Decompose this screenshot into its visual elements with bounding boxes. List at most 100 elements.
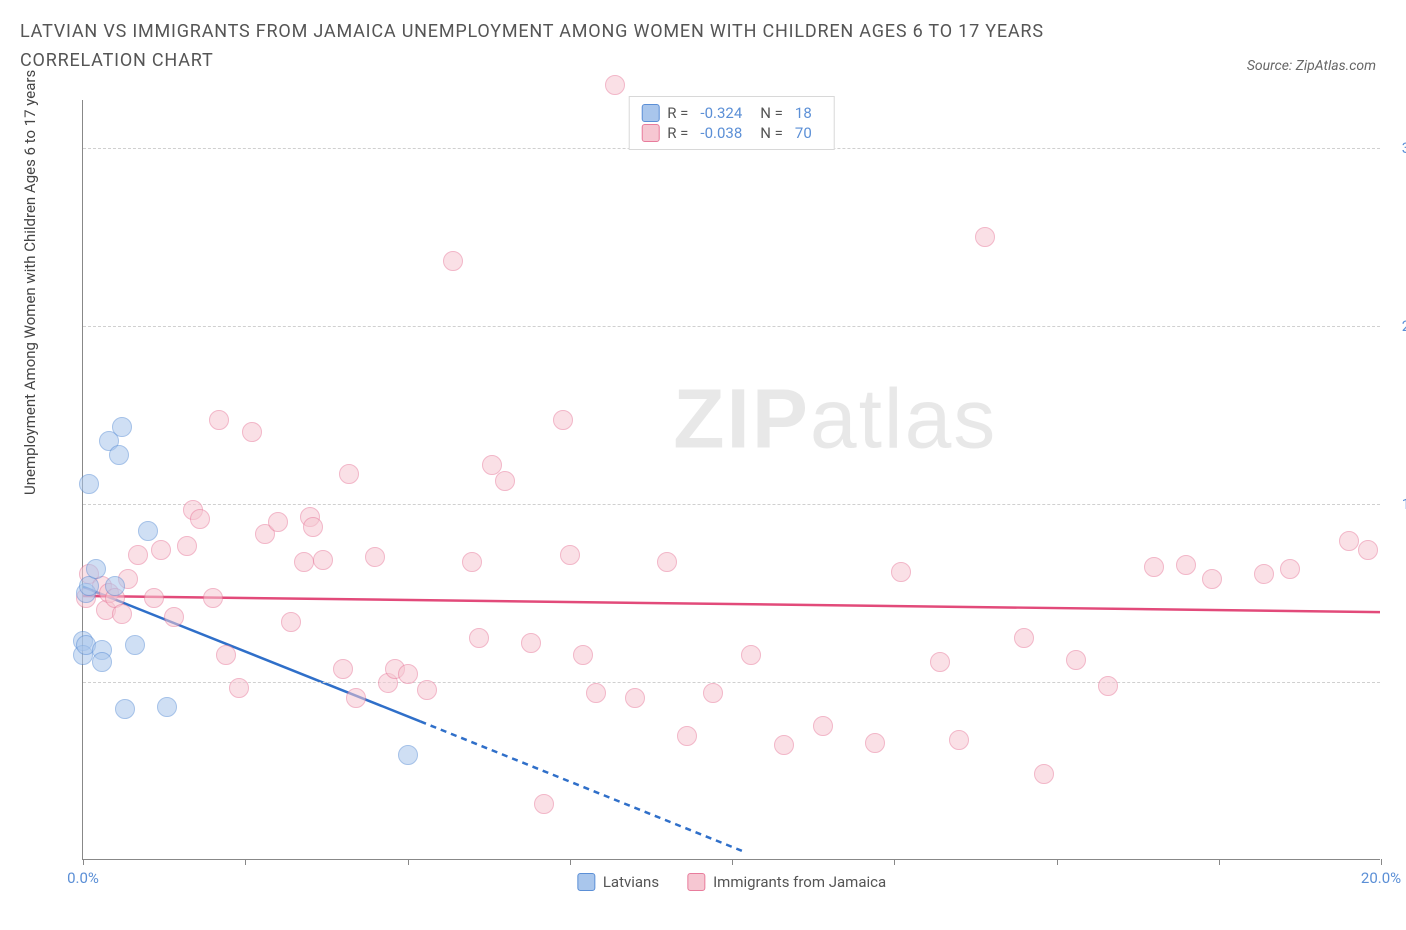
data-point [190, 509, 210, 529]
x-tick-label: 0.0% [67, 869, 99, 887]
legend-swatch-icon [641, 124, 659, 142]
legend-r-value: -0.324 [700, 104, 742, 122]
legend-n-value: 18 [795, 104, 812, 122]
data-point [703, 683, 723, 703]
data-point [144, 588, 164, 608]
correlation-legend: R = -0.324 N = 18 R = -0.038 N = 70 [628, 96, 835, 150]
data-point [573, 645, 593, 665]
data-point [333, 659, 353, 679]
data-point [521, 633, 541, 653]
legend-r-label: R = [667, 104, 688, 122]
legend-r-value: -0.038 [700, 124, 742, 142]
y-tick-label: 22.5% [1402, 317, 1406, 335]
data-point [891, 562, 911, 582]
trendlines [83, 100, 1380, 859]
data-point [398, 664, 418, 684]
data-point [1358, 540, 1378, 560]
x-tick [1219, 859, 1220, 865]
data-point [242, 422, 262, 442]
x-tick [83, 859, 84, 865]
data-point [398, 745, 418, 765]
data-point [112, 417, 132, 437]
data-point [586, 683, 606, 703]
legend-label: Immigrants from Jamaica [713, 873, 886, 891]
data-point [1066, 650, 1086, 670]
data-point [138, 521, 158, 541]
data-point [495, 471, 515, 491]
data-point [930, 652, 950, 672]
data-point [560, 545, 580, 565]
data-point [294, 552, 314, 572]
legend-n-value: 70 [795, 124, 812, 142]
data-point [553, 410, 573, 430]
y-tick-label: 15.0% [1402, 495, 1406, 513]
chart-title: LATVIAN VS IMMIGRANTS FROM JAMAICA UNEMP… [20, 18, 1120, 76]
data-point [1280, 559, 1300, 579]
data-point [303, 517, 323, 537]
legend-swatch-icon [687, 873, 705, 891]
data-point [462, 552, 482, 572]
data-point [949, 730, 969, 750]
series-legend: Latvians Immigrants from Jamaica [577, 873, 886, 891]
data-point [268, 512, 288, 532]
data-point [157, 697, 177, 717]
data-point [741, 645, 761, 665]
data-point [79, 474, 99, 494]
data-point [1339, 531, 1359, 551]
data-point [339, 464, 359, 484]
data-point [1254, 564, 1274, 584]
x-tick [245, 859, 246, 865]
x-tick-label: 20.0% [1361, 869, 1401, 887]
legend-label: Latvians [603, 873, 659, 891]
data-point [109, 445, 129, 465]
data-point [125, 635, 145, 655]
data-point [1098, 676, 1118, 696]
data-point [92, 652, 112, 672]
data-point [346, 688, 366, 708]
data-point [365, 547, 385, 567]
data-point [203, 588, 223, 608]
data-point [86, 559, 106, 579]
data-point [151, 540, 171, 560]
data-point [164, 607, 184, 627]
data-point [1034, 764, 1054, 784]
legend-row-latvians: R = -0.324 N = 18 [641, 103, 822, 123]
chart-container: Unemployment Among Women with Children A… [40, 100, 1380, 890]
legend-item-latvians: Latvians [577, 873, 659, 891]
data-point [625, 688, 645, 708]
data-point [128, 545, 148, 565]
data-point [112, 604, 132, 624]
data-point [534, 794, 554, 814]
data-point [229, 678, 249, 698]
x-tick [408, 859, 409, 865]
x-tick [1057, 859, 1058, 865]
data-point [443, 251, 463, 271]
legend-item-jamaica: Immigrants from Jamaica [687, 873, 886, 891]
x-tick [1381, 859, 1382, 865]
legend-swatch-icon [641, 104, 659, 122]
legend-r-label: R = [667, 124, 688, 142]
data-point [1144, 557, 1164, 577]
data-point [417, 680, 437, 700]
gridline [83, 504, 1380, 505]
data-point [1202, 569, 1222, 589]
legend-row-jamaica: R = -0.038 N = 70 [641, 123, 822, 143]
x-tick [570, 859, 571, 865]
data-point [865, 733, 885, 753]
data-point [657, 552, 677, 572]
source-label: Source: ZipAtlas.com [1247, 58, 1376, 74]
data-point [677, 726, 697, 746]
data-point [774, 735, 794, 755]
y-axis-label: Unemployment Among Women with Children A… [21, 70, 39, 495]
data-point [1176, 555, 1196, 575]
x-tick [894, 859, 895, 865]
data-point [469, 628, 489, 648]
data-point [313, 550, 333, 570]
data-point [975, 227, 995, 247]
plot-area: R = -0.324 N = 18 R = -0.038 N = 70 ZIPa… [82, 100, 1380, 860]
y-tick-label: 30.0% [1402, 139, 1406, 157]
x-tick [732, 859, 733, 865]
legend-swatch-icon [577, 873, 595, 891]
data-point [813, 716, 833, 736]
data-point [216, 645, 236, 665]
